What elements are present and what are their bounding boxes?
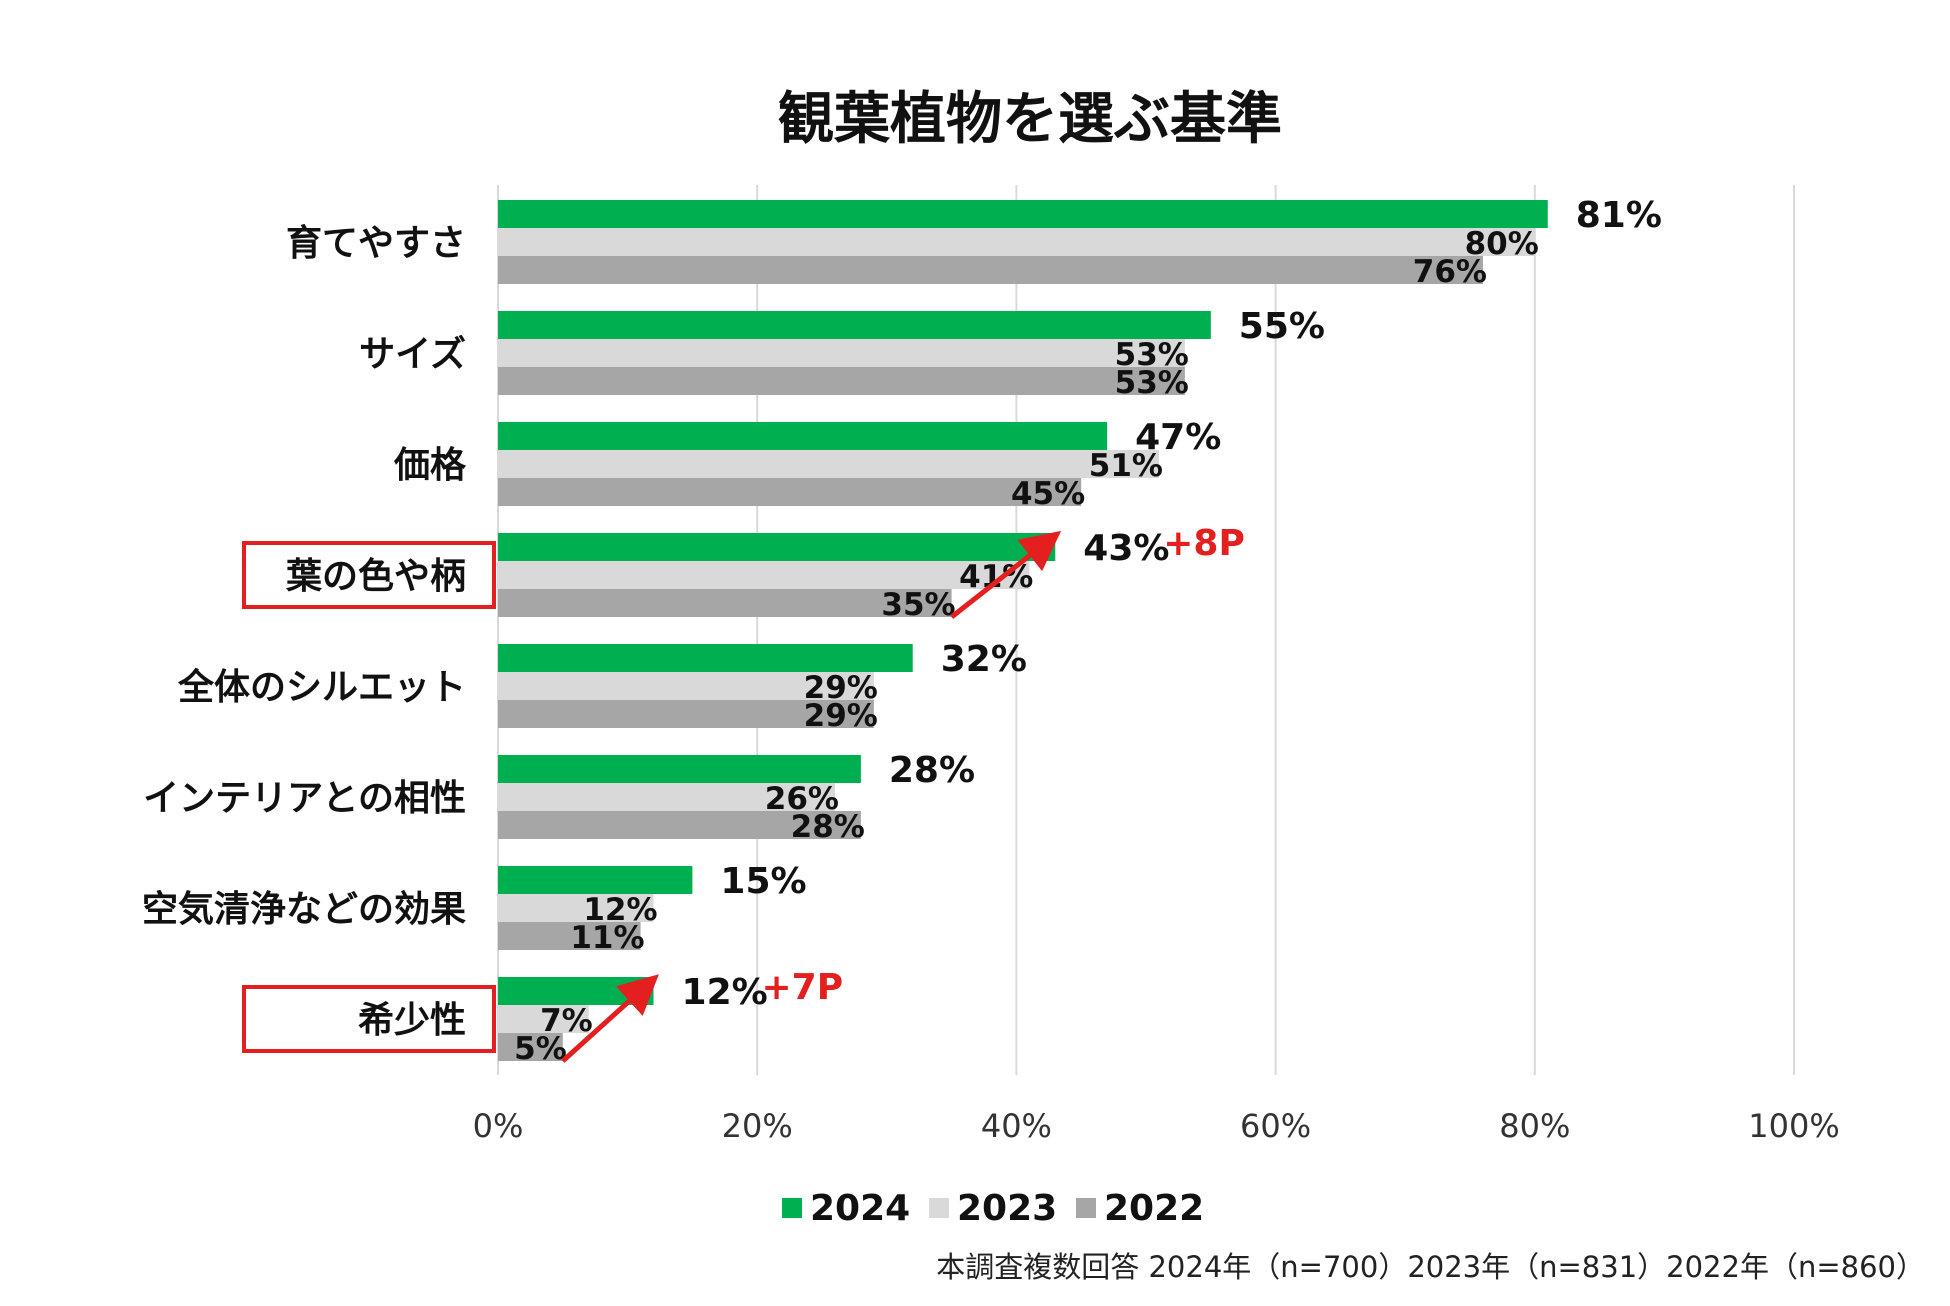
category-label: 価格 <box>393 445 467 486</box>
category-label: インテリアとの相性 <box>143 778 466 819</box>
bar-2024 <box>498 866 693 894</box>
bar-2024 <box>498 311 1211 339</box>
legend-label-2023: 2023 <box>957 1188 1057 1229</box>
bar-2024 <box>498 422 1108 450</box>
bar-2024 <box>498 644 913 672</box>
data-label-2024: 81% <box>1576 195 1662 236</box>
x-tick-label: 20% <box>722 1107 793 1145</box>
data-label-2023: 26% <box>765 781 839 817</box>
data-label-2022: 35% <box>881 587 955 623</box>
data-label-2024: 47% <box>1135 417 1221 458</box>
legend-label-2022: 2022 <box>1104 1188 1204 1229</box>
bar-2022 <box>498 589 952 617</box>
data-label-2022: 53% <box>1115 365 1189 401</box>
bar-2022 <box>498 478 1082 506</box>
sample-size-note: 本調査複数回答 2024年（n=700）2023年（n=831）2022年（n=… <box>936 1250 1925 1284</box>
x-tick-label: 100% <box>1748 1107 1839 1145</box>
category-label: 育てやすさ <box>286 223 466 264</box>
data-label-2022: 76% <box>1413 254 1487 290</box>
x-tick-label: 0% <box>473 1107 524 1145</box>
increase-arrow <box>950 530 1062 619</box>
data-label-2024: 28% <box>889 750 975 791</box>
bar-2023 <box>498 894 654 922</box>
category-label: 葉の色や柄 <box>285 556 466 597</box>
legend-swatch-2023 <box>929 1198 949 1218</box>
bar-2024 <box>498 533 1056 561</box>
x-tick-label: 80% <box>1499 1107 1570 1145</box>
data-label-2023: 80% <box>1465 226 1539 262</box>
category-label: 希少性 <box>358 1000 466 1041</box>
bar-2022 <box>498 1033 563 1061</box>
data-label-2024: 32% <box>941 639 1027 680</box>
bar-2023 <box>498 783 835 811</box>
data-label-2022: 11% <box>570 920 644 956</box>
bar-2023 <box>498 450 1159 478</box>
category-label: 全体のシルエット <box>177 666 466 708</box>
bar-2024 <box>498 200 1548 228</box>
data-label-2023: 7% <box>540 1003 593 1039</box>
bar-2023 <box>498 561 1030 589</box>
data-label-2023: 53% <box>1115 337 1189 373</box>
highlight-box <box>242 985 496 1053</box>
bar-2022 <box>498 700 874 728</box>
bar-2023 <box>498 672 874 700</box>
bar-2023 <box>498 1005 589 1033</box>
data-label-2022: 28% <box>791 809 865 845</box>
bar-2022 <box>498 922 641 950</box>
data-label-2024: 12% <box>682 972 768 1013</box>
data-label-2024: 15% <box>720 861 806 902</box>
data-label-2022: 45% <box>1011 476 1085 512</box>
x-tick-label: 40% <box>981 1107 1052 1145</box>
bar-2022 <box>498 256 1483 284</box>
data-label-2024: 43% <box>1083 528 1169 569</box>
category-label: 空気清浄などの効果 <box>142 889 466 930</box>
bar-2024 <box>498 755 861 783</box>
data-label-2023: 29% <box>804 670 878 706</box>
chart-title: 観葉植物を選ぶ基準 <box>778 87 1282 152</box>
x-tick-label: 60% <box>1240 1107 1311 1145</box>
increase-annotation: +8P <box>1163 523 1245 564</box>
data-label-2024: 55% <box>1239 306 1325 347</box>
bar-2023 <box>498 228 1535 256</box>
data-label-2023: 12% <box>583 892 657 928</box>
data-label-2022: 5% <box>514 1031 567 1067</box>
legend-label-2024: 2024 <box>810 1188 910 1229</box>
highlight-box <box>242 541 496 609</box>
category-label: サイズ <box>359 333 466 375</box>
legend-swatch-2022 <box>1076 1198 1096 1218</box>
increase-annotation: +7P <box>762 967 844 1008</box>
legend-swatch-2024 <box>782 1198 802 1218</box>
data-label-2023: 51% <box>1089 448 1163 484</box>
increase-arrow <box>561 974 659 1063</box>
bar-2023 <box>498 339 1185 367</box>
bar-2022 <box>498 811 861 839</box>
bar-2022 <box>498 367 1185 395</box>
data-label-2022: 29% <box>804 698 878 734</box>
